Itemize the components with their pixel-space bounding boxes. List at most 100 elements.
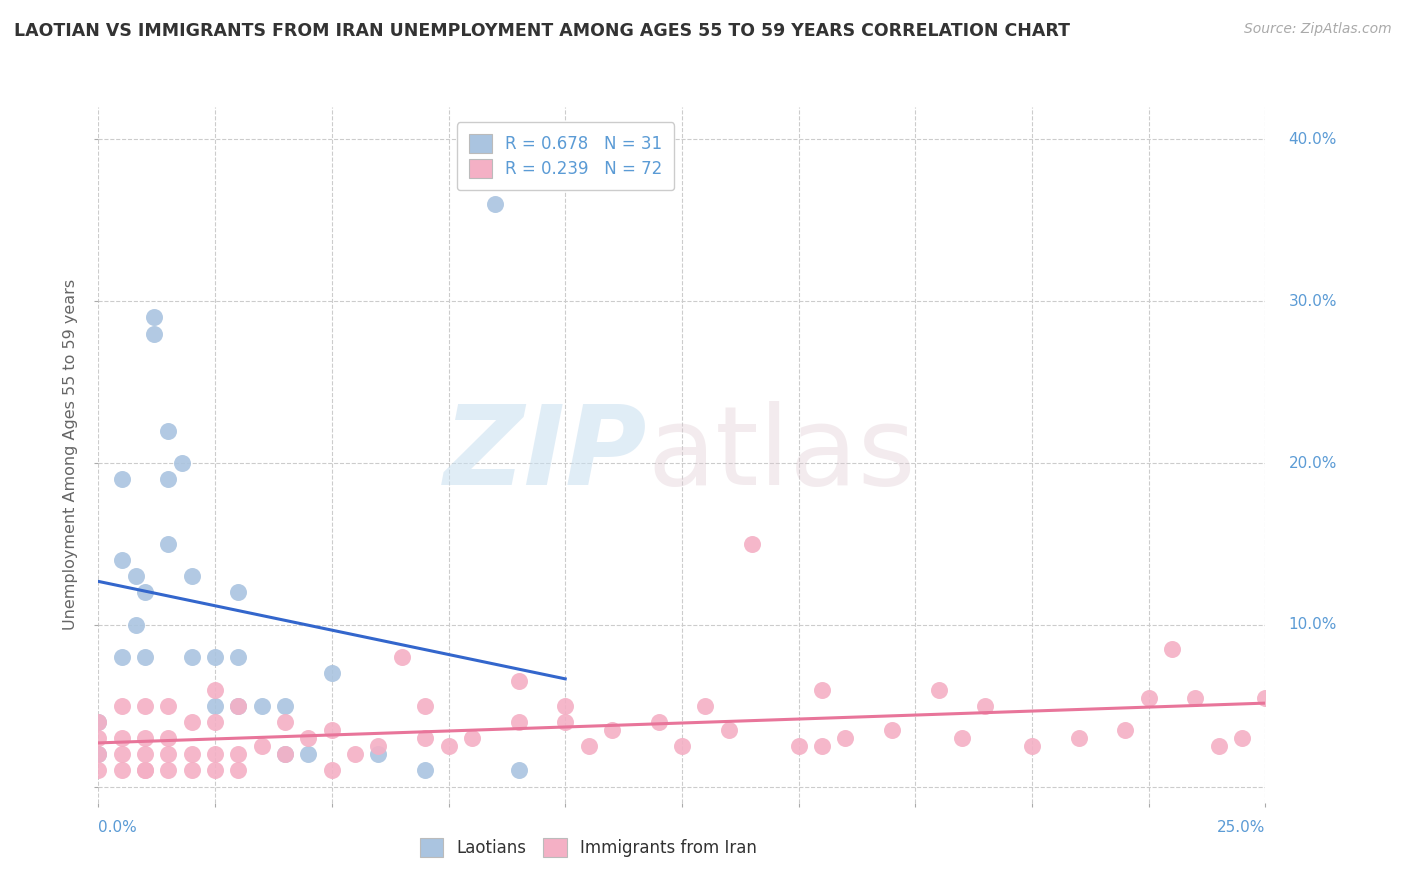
- Point: [274, 747, 297, 762]
- Point: [1278, 642, 1301, 657]
- Point: [274, 747, 297, 762]
- Point: [1230, 731, 1253, 745]
- Point: [134, 698, 156, 713]
- Point: [554, 714, 576, 729]
- Point: [1067, 731, 1090, 745]
- Point: [180, 569, 202, 583]
- Text: 40.0%: 40.0%: [1289, 132, 1337, 147]
- Point: [180, 714, 202, 729]
- Point: [554, 698, 576, 713]
- Point: [111, 553, 134, 567]
- Point: [125, 569, 148, 583]
- Point: [228, 650, 250, 665]
- Point: [811, 682, 834, 697]
- Y-axis label: Unemployment Among Ages 55 to 59 years: Unemployment Among Ages 55 to 59 years: [63, 279, 79, 631]
- Point: [297, 747, 319, 762]
- Point: [1137, 690, 1160, 705]
- Point: [143, 310, 166, 325]
- Point: [157, 764, 180, 778]
- Point: [321, 723, 343, 737]
- Point: [1161, 642, 1184, 657]
- Point: [413, 698, 436, 713]
- Point: [204, 650, 226, 665]
- Point: [172, 456, 194, 470]
- Point: [391, 650, 413, 665]
- Point: [695, 698, 717, 713]
- Point: [180, 764, 202, 778]
- Point: [1324, 714, 1347, 729]
- Point: [111, 698, 134, 713]
- Point: [228, 747, 250, 762]
- Point: [344, 747, 367, 762]
- Text: LAOTIAN VS IMMIGRANTS FROM IRAN UNEMPLOYMENT AMONG AGES 55 TO 59 YEARS CORRELATI: LAOTIAN VS IMMIGRANTS FROM IRAN UNEMPLOY…: [14, 22, 1070, 40]
- Point: [134, 585, 156, 599]
- Point: [250, 698, 273, 713]
- Point: [157, 698, 180, 713]
- Point: [321, 764, 343, 778]
- Point: [367, 739, 389, 754]
- Point: [157, 537, 180, 551]
- Point: [87, 714, 110, 729]
- Point: [87, 714, 110, 729]
- Point: [125, 617, 148, 632]
- Point: [143, 326, 166, 341]
- Point: [134, 731, 156, 745]
- Point: [717, 723, 740, 737]
- Point: [228, 698, 250, 713]
- Text: atlas: atlas: [647, 401, 915, 508]
- Point: [180, 650, 202, 665]
- Point: [204, 698, 226, 713]
- Point: [157, 424, 180, 438]
- Point: [1021, 739, 1043, 754]
- Point: [111, 731, 134, 745]
- Point: [111, 650, 134, 665]
- Point: [274, 714, 297, 729]
- Point: [1254, 690, 1277, 705]
- Point: [134, 764, 156, 778]
- Text: 20.0%: 20.0%: [1289, 456, 1337, 470]
- Point: [87, 731, 110, 745]
- Point: [741, 537, 763, 551]
- Point: [647, 714, 669, 729]
- Point: [204, 747, 226, 762]
- Point: [437, 739, 460, 754]
- Point: [600, 723, 623, 737]
- Point: [508, 674, 530, 689]
- Point: [180, 747, 202, 762]
- Point: [87, 764, 110, 778]
- Point: [811, 739, 834, 754]
- Point: [297, 731, 319, 745]
- Point: [1184, 690, 1206, 705]
- Text: 30.0%: 30.0%: [1289, 293, 1337, 309]
- Point: [928, 682, 950, 697]
- Point: [950, 731, 973, 745]
- Point: [787, 739, 810, 754]
- Point: [1208, 739, 1230, 754]
- Text: Source: ZipAtlas.com: Source: ZipAtlas.com: [1244, 22, 1392, 37]
- Point: [671, 739, 693, 754]
- Point: [321, 666, 343, 681]
- Text: 25.0%: 25.0%: [1218, 821, 1265, 835]
- Point: [461, 731, 484, 745]
- Point: [87, 747, 110, 762]
- Point: [508, 714, 530, 729]
- Point: [87, 747, 110, 762]
- Point: [204, 714, 226, 729]
- Point: [111, 764, 134, 778]
- Point: [111, 472, 134, 486]
- Text: 0.0%: 0.0%: [98, 821, 138, 835]
- Point: [134, 764, 156, 778]
- Point: [228, 698, 250, 713]
- Text: 10.0%: 10.0%: [1289, 617, 1337, 632]
- Point: [367, 747, 389, 762]
- Point: [578, 739, 600, 754]
- Point: [880, 723, 903, 737]
- Legend: Laotians, Immigrants from Iran: Laotians, Immigrants from Iran: [413, 831, 763, 864]
- Point: [228, 585, 250, 599]
- Point: [1114, 723, 1136, 737]
- Point: [228, 764, 250, 778]
- Point: [274, 698, 297, 713]
- Point: [974, 698, 997, 713]
- Point: [413, 764, 436, 778]
- Point: [1301, 682, 1323, 697]
